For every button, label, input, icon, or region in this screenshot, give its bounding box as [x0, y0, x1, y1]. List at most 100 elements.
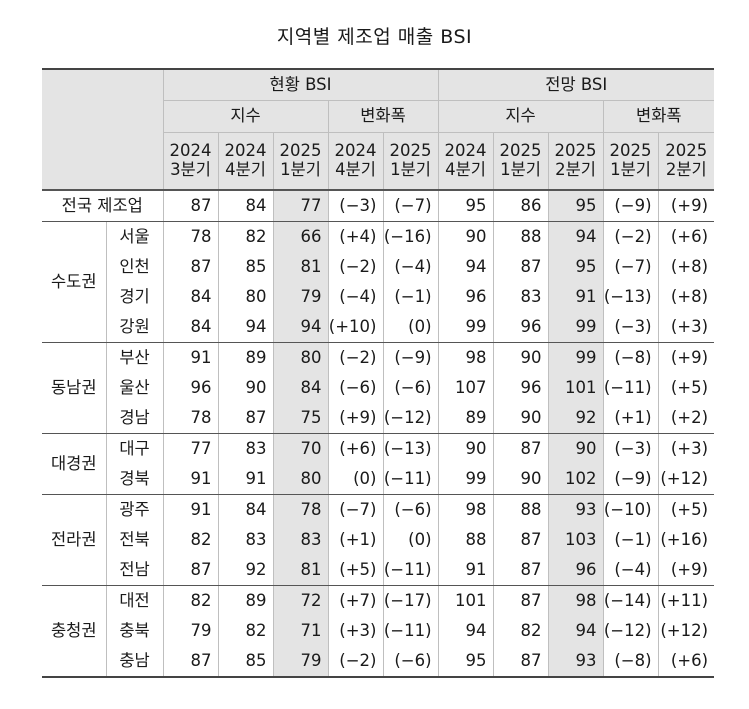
table-row: 전라권 광주 91 84 78 (−7) (−6) 98 88 93 (−10) (+5)	[42, 494, 715, 586]
header-period: 2025 2분기	[547, 132, 604, 191]
value-cell: 98	[437, 342, 494, 373]
value-cell: 83	[217, 525, 273, 555]
value-cell: 94	[217, 312, 273, 343]
value-cell: (−3)	[602, 433, 659, 464]
value-cell: (−13)	[602, 282, 659, 312]
region-label: 부산	[105, 342, 163, 373]
value-cell: 87	[162, 190, 218, 222]
value-cell: 91	[162, 494, 218, 525]
value-cell: 79	[272, 646, 328, 678]
header-current-index: 지수	[162, 100, 328, 133]
value-cell: 82	[217, 221, 273, 252]
value-cell: 89	[217, 585, 273, 616]
value-cell: 83	[492, 282, 549, 312]
value-cell: 91	[162, 464, 218, 495]
header-period: 2024 4분기	[327, 132, 383, 191]
value-cell: 102	[547, 464, 604, 495]
value-cell: 70	[272, 433, 328, 464]
table-row: 경남 78 87 75 (+9) (−12) 89 90 92 (+1) (+2)	[42, 403, 715, 434]
period-year: 2025	[554, 141, 597, 161]
period-quarter: 2분기	[665, 160, 707, 179]
value-cell: (−14)	[602, 585, 659, 616]
period-year: 2025	[389, 141, 432, 161]
value-cell: 96	[437, 282, 494, 312]
value-cell: 94	[272, 312, 328, 343]
period-year: 2024	[334, 141, 377, 161]
value-cell: (−6)	[382, 646, 439, 678]
value-cell: (+6)	[657, 221, 715, 252]
value-cell: (−3)	[327, 190, 383, 222]
region-label: 충북	[105, 616, 163, 646]
value-cell: 87	[492, 525, 549, 555]
value-cell: 78	[162, 403, 218, 434]
value-cell: (+12)	[657, 464, 715, 495]
value-cell: 82	[162, 585, 218, 616]
value-cell: (+11)	[657, 585, 715, 616]
value-cell: (−12)	[382, 403, 439, 434]
region-label: 경남	[105, 403, 163, 434]
region-label: 전북	[105, 525, 163, 555]
region-label: 광주	[105, 494, 163, 525]
period-year: 2025	[665, 141, 708, 161]
value-cell: (+3)	[657, 312, 715, 343]
value-cell: 88	[492, 494, 549, 525]
region-label: 울산	[105, 373, 163, 403]
table-row: 충청권 대전 82 89 72 (+7) (−17) 101 87 98 (−14) (+11)	[42, 585, 715, 678]
value-cell: (−11)	[382, 464, 439, 495]
value-cell: (−6)	[382, 373, 439, 403]
value-cell: (−8)	[602, 646, 659, 678]
value-cell: 87	[492, 585, 549, 616]
value-cell: 82	[217, 616, 273, 646]
value-cell: (−1)	[602, 525, 659, 555]
value-cell: 75	[272, 403, 328, 434]
value-cell: 83	[272, 525, 328, 555]
value-cell: 86	[492, 190, 549, 222]
header-period: 2025 1분기	[272, 132, 328, 191]
header-outlook-change: 변화폭	[602, 100, 715, 133]
value-cell: (+12)	[657, 616, 715, 646]
region-label: 대구	[105, 433, 163, 464]
value-cell: 90	[492, 464, 549, 495]
region-label: 경기	[105, 282, 163, 312]
value-cell: (+4)	[327, 221, 383, 252]
value-cell: 99	[437, 464, 494, 495]
value-cell: 96	[162, 373, 218, 403]
value-cell: 101	[547, 373, 604, 403]
value-cell: 88	[437, 525, 494, 555]
region-label: 전남	[105, 555, 163, 586]
value-cell: (−1)	[382, 282, 439, 312]
value-cell: (−2)	[327, 342, 383, 373]
value-cell: (−11)	[382, 616, 439, 646]
value-cell: 96	[547, 555, 604, 586]
value-cell: 85	[217, 646, 273, 678]
region-label: 서울	[105, 221, 163, 252]
value-cell: (+8)	[657, 282, 715, 312]
value-cell: (0)	[382, 525, 439, 555]
value-cell: 91	[547, 282, 604, 312]
period-quarter: 1분기	[390, 160, 431, 179]
value-cell: (−4)	[327, 282, 383, 312]
value-cell: (+8)	[657, 252, 715, 282]
header-outlook-bsi: 전망 BSI	[437, 68, 715, 101]
value-cell: 87	[162, 555, 218, 586]
value-cell: 82	[162, 525, 218, 555]
value-cell: 92	[547, 403, 604, 434]
value-cell: (+7)	[327, 585, 383, 616]
value-cell: 90	[547, 433, 604, 464]
value-cell: 80	[217, 282, 273, 312]
value-cell: 94	[547, 221, 604, 252]
value-cell: (−13)	[382, 433, 439, 464]
value-cell: 93	[547, 494, 604, 525]
value-cell: 101	[437, 585, 494, 616]
value-cell: 79	[162, 616, 218, 646]
value-cell: 87	[492, 555, 549, 586]
value-cell: 81	[272, 555, 328, 586]
value-cell: 89	[217, 342, 273, 373]
value-cell: 84	[162, 312, 218, 343]
value-cell: 84	[217, 190, 273, 222]
value-cell: 90	[437, 433, 494, 464]
value-cell: 87	[492, 252, 549, 282]
value-cell: 91	[217, 464, 273, 495]
header-period: 2025 2분기	[657, 132, 715, 191]
value-cell: 98	[437, 494, 494, 525]
